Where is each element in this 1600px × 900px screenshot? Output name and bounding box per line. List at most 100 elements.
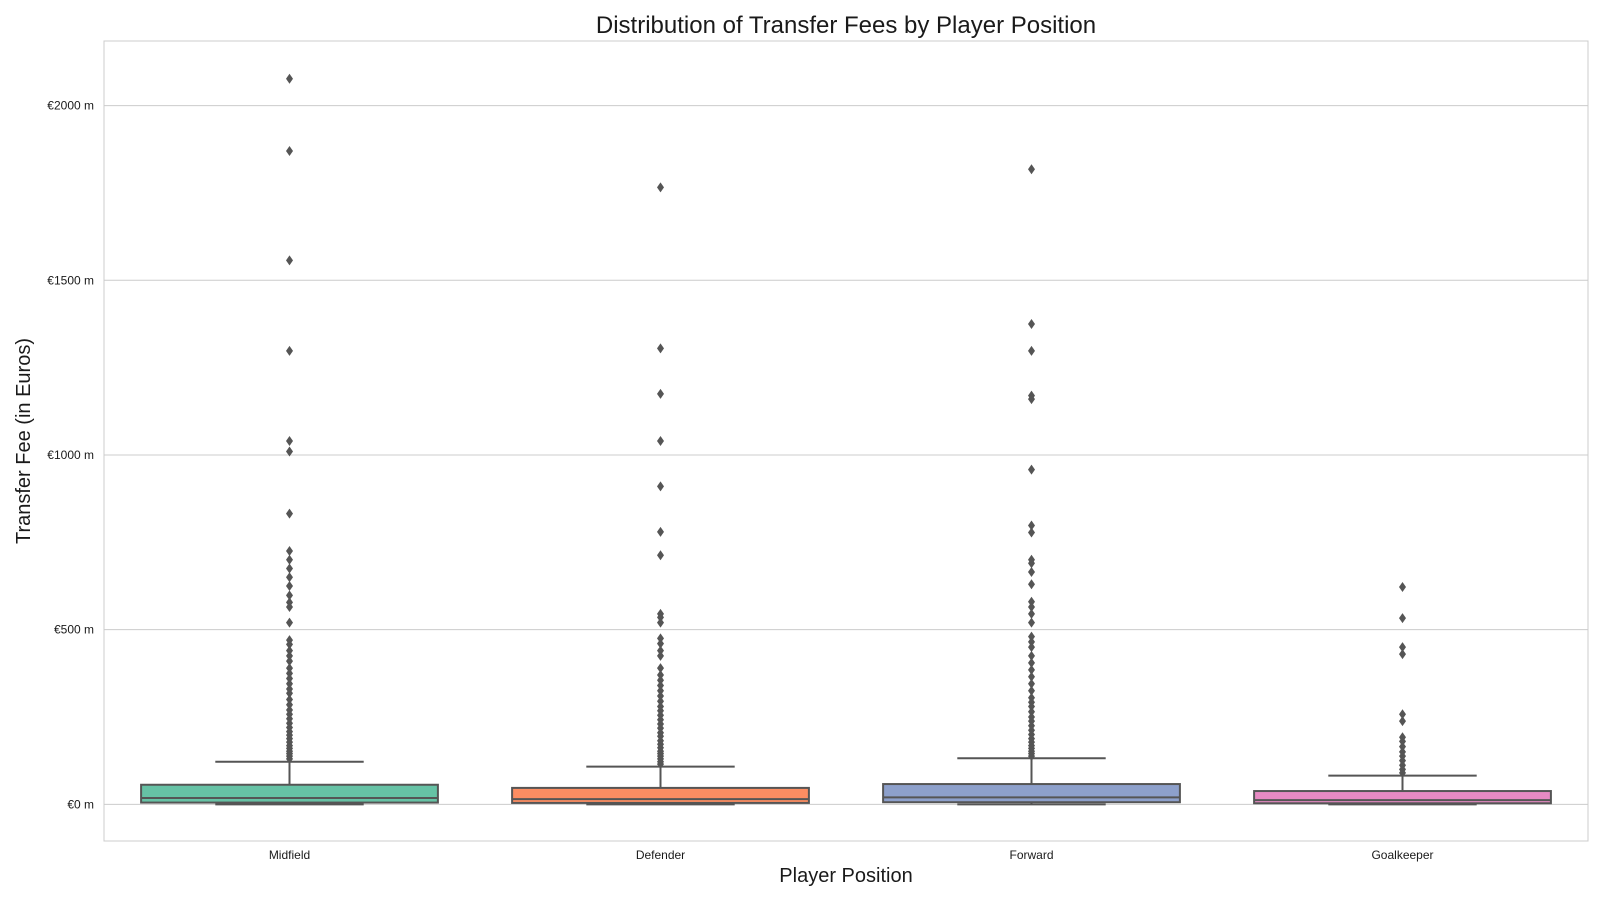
outlier-point <box>1028 567 1035 578</box>
outlier-point <box>1028 642 1035 653</box>
outlier-point <box>286 146 293 157</box>
outlier-point <box>1028 164 1035 175</box>
outlier-point <box>657 638 664 649</box>
outlier-point <box>286 345 293 356</box>
outlier-point <box>1028 664 1035 675</box>
outlier-point <box>286 508 293 519</box>
x-axis-label: Player Position <box>779 865 912 887</box>
outlier-point <box>657 617 664 628</box>
outlier-point <box>657 633 664 644</box>
outlier-point <box>286 617 293 628</box>
outlier-point <box>657 685 664 696</box>
outlier-point <box>286 546 293 557</box>
y-tick-labels: €0 m €500 m €1000 m €1500 m €2000 m <box>47 99 94 812</box>
box-goalkeeper <box>1253 582 1552 806</box>
outlier-point <box>286 580 293 591</box>
outlier-point <box>657 691 664 702</box>
iqr-box <box>1253 790 1552 805</box>
outlier-point <box>1028 579 1035 590</box>
outlier-point <box>286 572 293 583</box>
outlier-point <box>286 668 293 679</box>
y-tick-label: €1500 m <box>47 273 94 287</box>
outlier-point <box>1028 685 1035 696</box>
outlier-point <box>286 73 293 84</box>
outlier-point <box>657 670 664 681</box>
iqr-box <box>882 783 1181 804</box>
outlier-point <box>1028 671 1035 682</box>
outlier-point <box>657 526 664 537</box>
outlier-point <box>657 182 664 193</box>
plot-area <box>103 40 1589 842</box>
outlier-point <box>1399 736 1406 747</box>
outlier-point <box>1028 318 1035 329</box>
outlier-point <box>657 650 664 661</box>
outlier-point <box>1028 345 1035 356</box>
box-midfield <box>140 73 439 806</box>
outlier-point <box>1399 767 1406 778</box>
y-axis-label: Transfer Fee (in Euros) <box>13 338 35 544</box>
x-tick-labels: Midfield Defender Forward Goalkeeper <box>269 848 1434 862</box>
outlier-point <box>286 650 293 661</box>
outlier-point <box>1028 751 1035 762</box>
y-tick-label: €2000 m <box>47 99 94 113</box>
outlier-point <box>286 601 293 612</box>
outlier-point <box>1028 464 1035 475</box>
outlier-point <box>1399 613 1406 624</box>
outlier-point <box>657 481 664 492</box>
outlier-point <box>1028 527 1035 538</box>
outlier-point <box>657 388 664 399</box>
outlier-point <box>286 694 293 705</box>
outlier-point <box>1028 608 1035 619</box>
outlier-point <box>286 645 293 656</box>
outlier-point <box>286 753 293 764</box>
outlier-point <box>657 612 664 623</box>
outlier-point <box>1028 678 1035 689</box>
outlier-point <box>286 563 293 574</box>
x-tick-label: Forward <box>1009 848 1053 862</box>
outlier-point <box>657 550 664 561</box>
outlier-point <box>1028 657 1035 668</box>
outlier-point <box>286 554 293 565</box>
outlier-point <box>1028 394 1035 405</box>
outlier-point <box>1399 649 1406 660</box>
outlier-point <box>286 699 293 710</box>
outlier-point <box>1399 741 1406 752</box>
iqr-box <box>140 783 439 804</box>
outlier-point <box>1399 642 1406 653</box>
outlier-point <box>286 436 293 446</box>
outlier-point <box>1028 596 1035 607</box>
y-tick-label: €500 m <box>54 623 94 637</box>
outlier-point <box>657 645 664 656</box>
outlier-point <box>286 688 293 699</box>
outlier-point <box>1028 706 1035 717</box>
outlier-point <box>1399 582 1406 593</box>
outlier-point <box>1399 709 1406 720</box>
y-tick-label: €1000 m <box>47 448 94 462</box>
outlier-point <box>657 696 664 707</box>
box-series <box>140 73 1552 806</box>
chart-title: Distribution of Transfer Fees by Player … <box>596 12 1096 39</box>
x-tick-label: Goalkeeper <box>1371 848 1433 862</box>
y-tick-label: €0 m <box>67 797 94 811</box>
outlier-point <box>286 255 293 266</box>
outlier-point <box>286 446 293 457</box>
box-defender <box>511 182 810 806</box>
outlier-point <box>657 680 664 691</box>
outlier-point <box>286 656 293 667</box>
outlier-point <box>1028 631 1035 642</box>
outlier-point <box>1028 558 1035 569</box>
box-forward <box>882 164 1181 806</box>
outlier-point <box>1028 617 1035 628</box>
outlier-point <box>1028 601 1035 612</box>
outlier-point <box>657 663 664 674</box>
outlier-point <box>286 678 293 689</box>
outlier-point <box>657 343 664 354</box>
iqr-box <box>511 786 810 804</box>
outlier-point <box>1399 716 1406 727</box>
outlier-point <box>1028 650 1035 661</box>
outlier-point <box>657 436 664 446</box>
outlier-point <box>286 673 293 684</box>
outlier-point <box>286 639 293 650</box>
outlier-point <box>657 675 664 686</box>
